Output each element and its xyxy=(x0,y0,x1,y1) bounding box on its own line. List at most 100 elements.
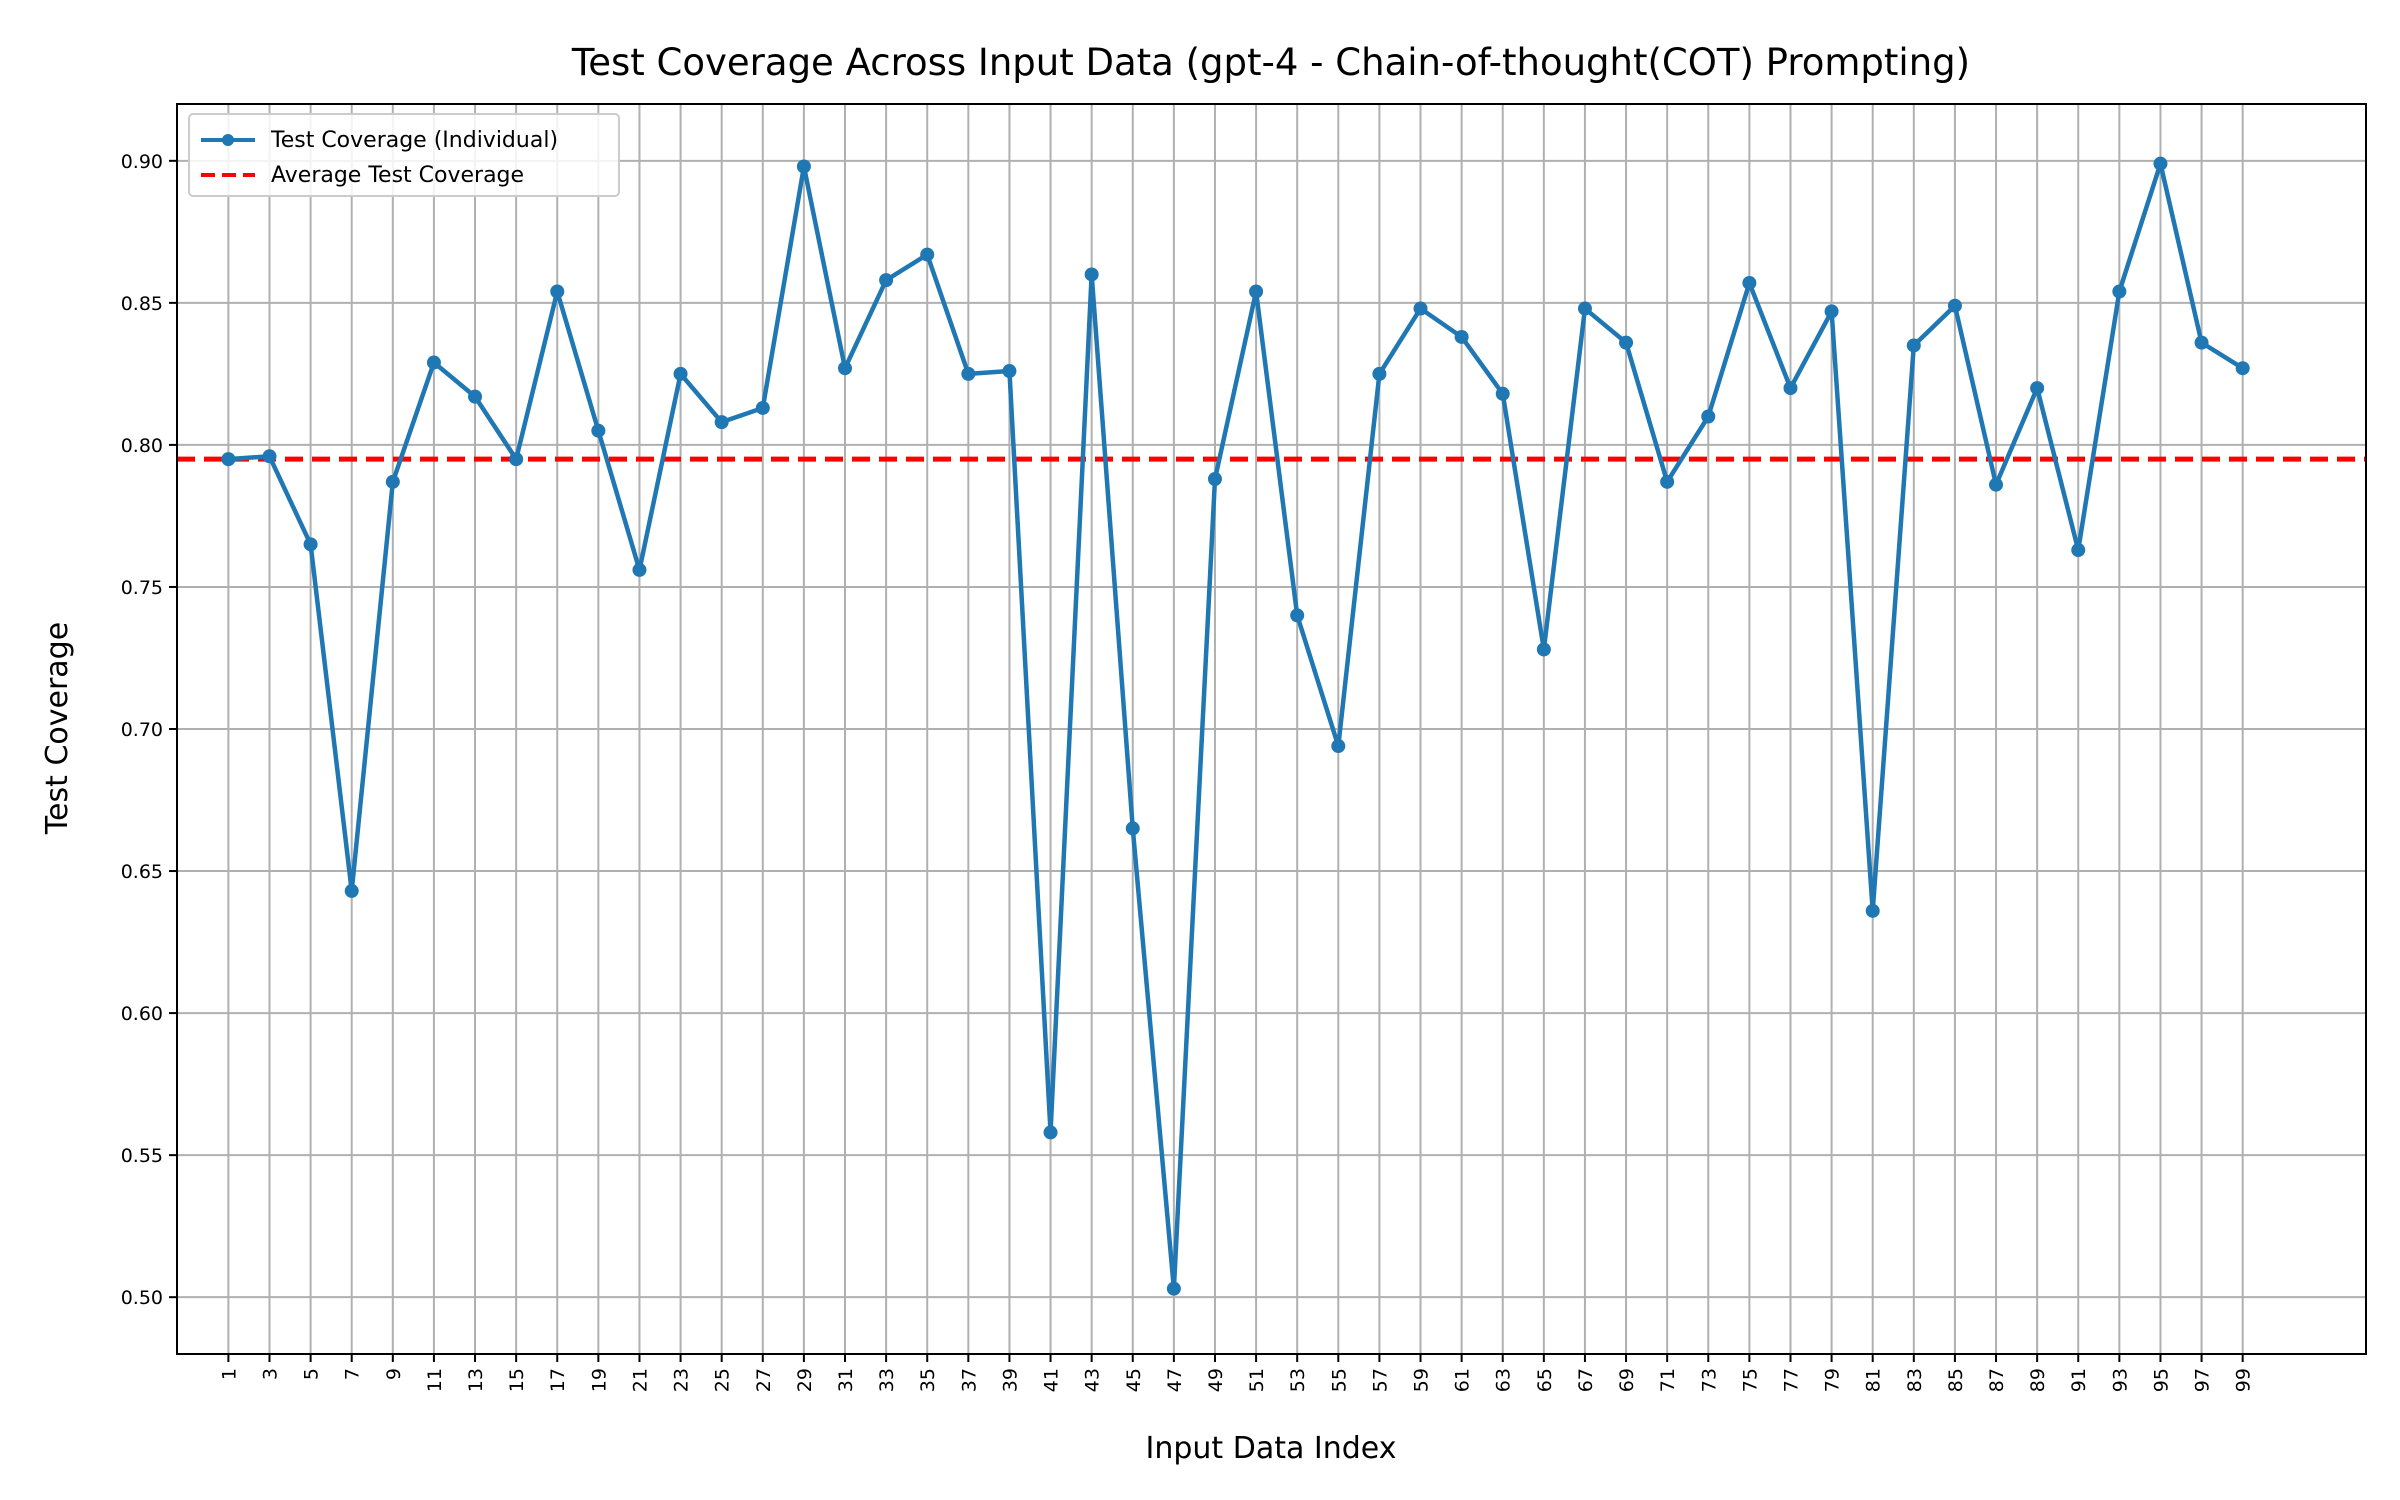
data-point xyxy=(303,537,318,552)
x-tick-label: 95 xyxy=(2150,1368,2172,1392)
x-tick-label: 21 xyxy=(629,1368,651,1392)
data-point xyxy=(879,273,894,288)
data-point xyxy=(1824,304,1839,319)
x-tick-label: 67 xyxy=(1575,1368,1597,1392)
x-tick-label: 23 xyxy=(671,1368,693,1392)
x-tick-label: 73 xyxy=(1698,1368,1720,1392)
x-tick-label: 79 xyxy=(1822,1368,1844,1392)
y-tick-label: 0.70 xyxy=(121,719,163,741)
x-tick-label: 51 xyxy=(1246,1368,1268,1392)
x-tick-label: 83 xyxy=(1904,1368,1926,1392)
legend-label-average: Average Test Coverage xyxy=(271,163,524,188)
data-point xyxy=(591,423,606,438)
y-tick-label: 0.80 xyxy=(121,435,163,457)
y-tick-label: 0.60 xyxy=(121,1003,163,1025)
x-tick-label: 7 xyxy=(342,1368,364,1380)
x-tick-label: 43 xyxy=(1082,1368,1104,1392)
data-point xyxy=(1454,329,1469,344)
data-point xyxy=(385,474,400,489)
data-point xyxy=(961,366,976,381)
data-point xyxy=(1413,301,1428,316)
data-point xyxy=(1947,298,1962,313)
x-tick-label: 75 xyxy=(1739,1368,1761,1392)
y-tick-label: 0.90 xyxy=(121,151,163,173)
x-tick-label: 55 xyxy=(1328,1368,1350,1392)
data-point xyxy=(1660,474,1675,489)
x-axis: 1 3 5 7 9 11 13 15 17 19 21 23 25 27 29 31 33 35 37 39 41 43 4… xyxy=(218,1354,2255,1392)
x-tick-label: 69 xyxy=(1616,1368,1638,1392)
data-point xyxy=(2030,381,2045,396)
x-tick-label: 71 xyxy=(1657,1368,1679,1392)
data-point xyxy=(1989,477,2004,492)
data-point xyxy=(714,415,729,430)
y-tick-label: 0.65 xyxy=(121,861,163,883)
data-point xyxy=(1783,381,1798,396)
x-tick-label: 99 xyxy=(2233,1368,2255,1392)
data-point xyxy=(2153,156,2168,171)
data-point xyxy=(550,284,565,299)
x-tick-label: 13 xyxy=(465,1368,487,1392)
data-point xyxy=(673,366,688,381)
data-point xyxy=(426,355,441,370)
data-point xyxy=(2112,284,2127,299)
x-tick-label: 57 xyxy=(1369,1368,1391,1392)
x-tick-label: 11 xyxy=(424,1368,446,1392)
x-tick-label: 1 xyxy=(218,1368,240,1380)
x-tick-label: 87 xyxy=(1986,1368,2008,1392)
x-tick-label: 29 xyxy=(794,1368,816,1392)
x-tick-label: 27 xyxy=(753,1368,775,1392)
data-point xyxy=(632,562,647,577)
data-point xyxy=(1331,739,1346,754)
legend: Test Coverage (Individual) Average Test … xyxy=(188,113,620,197)
data-point xyxy=(1166,1281,1181,1296)
test-coverage-individual-line xyxy=(228,161,2244,1291)
x-tick-label: 63 xyxy=(1493,1368,1515,1392)
x-tick-label: 25 xyxy=(712,1368,734,1392)
data-point xyxy=(1495,386,1510,401)
data-point xyxy=(1290,608,1305,623)
x-tick-label: 91 xyxy=(2068,1368,2090,1392)
series-layer xyxy=(221,156,2250,1296)
data-point xyxy=(1207,472,1222,486)
x-tick-label: 39 xyxy=(999,1368,1021,1392)
x-tick-label: 17 xyxy=(547,1368,569,1392)
data-point xyxy=(344,883,359,898)
data-point xyxy=(920,247,935,262)
y-tick-label: 0.55 xyxy=(121,1145,163,1167)
x-tick-label: 37 xyxy=(958,1368,980,1392)
x-tick-label: 65 xyxy=(1534,1368,1556,1392)
y-tick-label: 0.50 xyxy=(121,1287,163,1309)
legend-marker-individual xyxy=(222,134,234,146)
x-tick-label: 97 xyxy=(2192,1368,2214,1392)
x-tick-label: 89 xyxy=(2027,1368,2049,1392)
x-tick-label: 19 xyxy=(588,1368,610,1392)
data-point xyxy=(1372,366,1387,381)
data-point xyxy=(1701,409,1716,424)
legend-box xyxy=(188,113,620,197)
data-point xyxy=(1084,267,1099,282)
y-tick-label: 0.75 xyxy=(121,577,163,599)
data-point xyxy=(1865,903,1880,918)
y-tick-label: 0.85 xyxy=(121,293,163,315)
x-tick-label: 49 xyxy=(1205,1368,1227,1392)
x-tick-label: 33 xyxy=(876,1368,898,1392)
data-point xyxy=(2235,361,2250,376)
legend-label-individual: Test Coverage (Individual) xyxy=(270,128,558,153)
x-tick-label: 31 xyxy=(835,1368,857,1392)
x-tick-label: 35 xyxy=(917,1368,939,1392)
chart-title: Test Coverage Across Input Data (gpt-4 -… xyxy=(571,41,1970,84)
data-point xyxy=(796,159,811,174)
x-tick-label: 61 xyxy=(1452,1368,1474,1392)
data-point xyxy=(221,452,236,467)
x-axis-label: Input Data Index xyxy=(1146,1431,1397,1466)
data-point xyxy=(468,389,483,404)
data-point xyxy=(1906,338,1921,353)
data-point xyxy=(1002,364,1017,379)
x-tick-label: 47 xyxy=(1164,1368,1186,1392)
x-tick-label: 59 xyxy=(1411,1368,1433,1392)
x-tick-label: 15 xyxy=(506,1368,528,1392)
data-point xyxy=(262,449,277,464)
data-point xyxy=(1742,275,1757,290)
data-point xyxy=(1125,821,1140,836)
